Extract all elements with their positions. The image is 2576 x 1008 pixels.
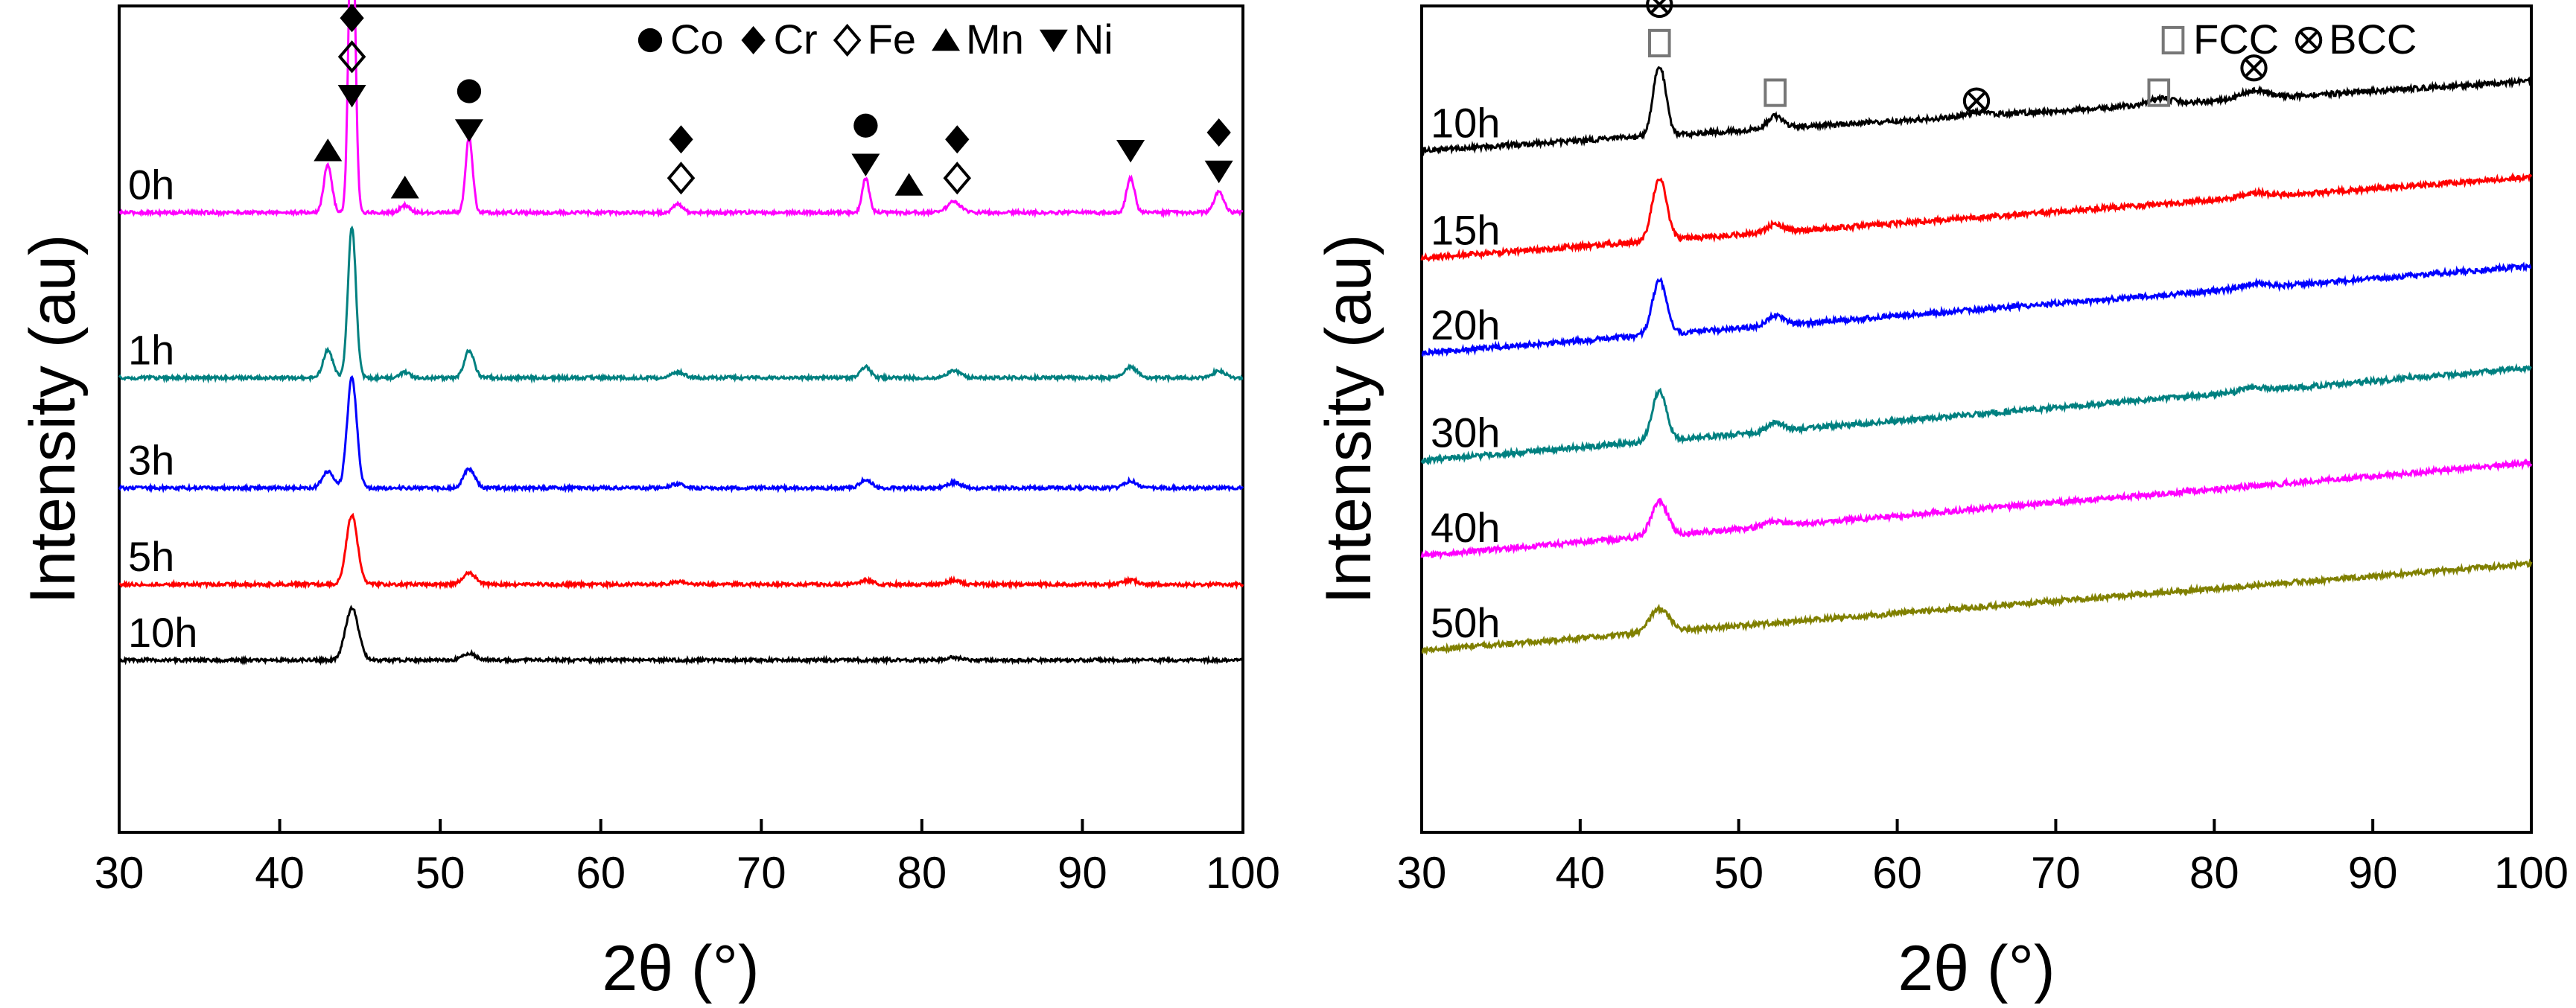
left-x-ticks: 30 40 50 60 70 80 90 100 — [95, 819, 1280, 898]
left-peak-marker-4-diamond — [669, 125, 693, 154]
left-x-axis-title: 2θ (°) — [602, 933, 759, 1004]
right-curve-40h — [1420, 458, 2533, 561]
right-x-tick-label-100: 100 — [2494, 848, 2569, 898]
right-curve-label-50h: 50h — [1431, 599, 1500, 646]
left-curve-label-1h: 1h — [128, 327, 174, 374]
right-curve-label-15h: 15h — [1431, 207, 1500, 254]
right-curve-label-30h: 30h — [1431, 409, 1500, 456]
left-curve-label-3h: 3h — [128, 437, 174, 484]
left-x-tick-label-30: 30 — [95, 848, 144, 898]
left-legend-symbol-Co — [637, 28, 663, 53]
left-peak-marker-9-diamond — [1206, 118, 1231, 147]
right-curve-labels: 10h 15h 20h 30h 40h 50h — [1431, 99, 1500, 646]
left-x-tick-label-90: 90 — [1058, 848, 1107, 898]
left-peak-marker-3-triangle-down — [454, 119, 483, 142]
left-peak-marker-0-triangle-down — [337, 85, 366, 108]
right-xrd-panel: 30 40 50 60 70 80 90 100 10h 15h 20h 30h 40h 50h FCC… — [1313, 0, 2569, 1004]
right-x-tick-label-30: 30 — [1397, 848, 1447, 898]
left-peak-marker-4-diamond-open — [667, 162, 696, 195]
left-y-axis-title: Intensity (au) — [17, 234, 89, 604]
right-curve-10h — [1420, 66, 2533, 156]
right-y-axis-title: Intensity (au) — [1313, 234, 1384, 604]
left-curve-10h — [118, 605, 1244, 666]
right-peak-markers — [1646, 0, 2268, 115]
right-legend-symbol-BCC — [2294, 26, 2323, 54]
right-peak-marker-0-circle-x — [1646, 0, 1673, 19]
right-legend-symbol-FCC — [2161, 25, 2185, 55]
left-curve-1h — [118, 225, 1244, 384]
left-legend-label-Fe: Fe — [868, 16, 916, 63]
left-peak-marker-8-triangle-down — [1116, 140, 1145, 163]
right-x-axis-title: 2θ (°) — [1898, 933, 2055, 1004]
left-curve-3h — [118, 375, 1244, 494]
right-curves — [1420, 66, 2533, 656]
left-curve-5h — [118, 512, 1244, 590]
left-peak-marker-0-diamond-open — [337, 40, 366, 74]
left-curves — [118, 0, 1244, 666]
left-peak-marker-5-triangle-down — [851, 153, 880, 176]
left-legend-symbol-Ni — [1039, 29, 1068, 53]
right-x-ticks: 30 40 50 60 70 80 90 100 — [1397, 819, 2569, 898]
right-legend: FCC BCC — [2161, 16, 2417, 63]
right-peak-marker-4-circle-x — [2240, 54, 2268, 82]
right-legend-label-BCC: BCC — [2329, 16, 2417, 63]
right-curve-label-10h: 10h — [1431, 99, 1500, 146]
right-curve-30h — [1420, 363, 2532, 466]
right-peak-marker-2-circle-x — [1962, 87, 1991, 115]
left-legend-symbol-Cr — [741, 26, 766, 54]
left-peak-marker-6-triangle-up — [894, 173, 923, 196]
left-curve-labels: 0h 1h 3h 5h 10h — [128, 162, 197, 656]
left-peak-marker-2-triangle-up — [390, 176, 419, 199]
left-legend-symbol-Mn — [932, 28, 961, 51]
right-x-tick-label-90: 90 — [2348, 848, 2398, 898]
right-curve-label-40h: 40h — [1431, 504, 1500, 551]
left-x-tick-label-40: 40 — [255, 848, 305, 898]
left-curve-label-5h: 5h — [128, 533, 174, 580]
left-legend: Co Cr Fe Mn Ni — [637, 16, 1113, 63]
right-x-tick-label-40: 40 — [1555, 848, 1605, 898]
right-curve-20h — [1421, 261, 2532, 357]
right-curve-15h — [1420, 172, 2533, 263]
left-legend-label-Ni: Ni — [1074, 16, 1113, 63]
left-x-tick-label-100: 100 — [1206, 848, 1280, 898]
left-peak-marker-0-diamond — [340, 4, 364, 33]
left-peak-marker-5-circle — [853, 113, 878, 138]
left-peak-marker-7-diamond — [945, 125, 970, 154]
right-peak-marker-0-square-open — [1647, 28, 1671, 58]
right-x-tick-label-80: 80 — [2189, 848, 2239, 898]
left-legend-label-Cr: Cr — [774, 16, 818, 63]
right-x-tick-label-60: 60 — [1872, 848, 1922, 898]
left-x-tick-label-80: 80 — [897, 848, 947, 898]
left-peak-marker-1-triangle-up — [314, 138, 343, 162]
left-xrd-panel: 30 40 50 60 70 80 90 100 0h 1h 3h 5h 10h Co Cr Fe Mn Ni… — [17, 0, 1280, 1004]
right-x-tick-label-70: 70 — [2031, 848, 2081, 898]
left-x-tick-label-50: 50 — [416, 848, 465, 898]
left-x-tick-label-60: 60 — [576, 848, 626, 898]
left-curve-label-10h: 10h — [128, 609, 197, 656]
right-plot-frame — [1420, 4, 2533, 834]
left-legend-label-Co: Co — [670, 16, 724, 63]
left-peak-marker-7-diamond-open — [943, 162, 972, 195]
left-curve-label-0h: 0h — [128, 162, 174, 208]
right-peak-marker-1-square-open — [1764, 78, 1787, 107]
left-peak-marker-3-circle — [457, 79, 482, 103]
left-peak-markers — [314, 4, 1233, 199]
left-curve-0h — [118, 0, 1244, 219]
left-legend-label-Mn: Mn — [966, 16, 1024, 63]
right-curve-50h — [1421, 558, 2533, 656]
right-curve-label-20h: 20h — [1431, 302, 1500, 348]
left-x-tick-label-70: 70 — [737, 848, 786, 898]
left-plot-frame — [118, 4, 1244, 834]
right-x-tick-label-50: 50 — [1714, 848, 1764, 898]
left-peak-marker-9-triangle-down — [1204, 160, 1233, 184]
right-legend-label-FCC: FCC — [2193, 16, 2279, 63]
right-peak-marker-3-square-open — [2147, 78, 2171, 107]
left-legend-symbol-Fe — [833, 23, 862, 57]
